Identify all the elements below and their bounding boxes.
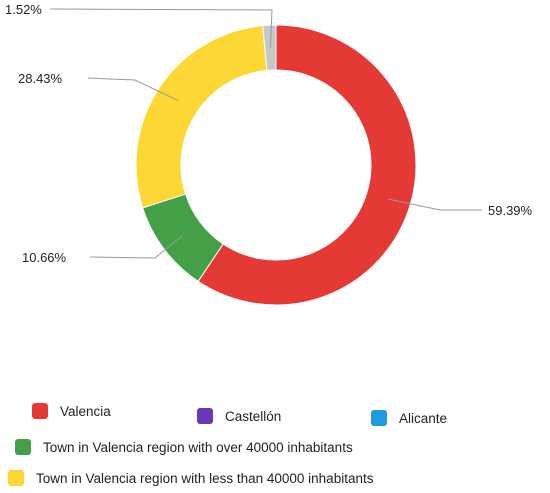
donut-slices xyxy=(135,24,417,306)
legend-label-alicante: Alicante xyxy=(399,410,448,426)
legend-item-castellon[interactable]: Castellón xyxy=(197,408,281,424)
legend-label-valencia: Valencia xyxy=(60,403,111,419)
legend-label-town-under-40000: Town in Valencia region with less than 4… xyxy=(36,470,374,486)
legend-swatch-valencia xyxy=(32,403,48,419)
data-label-10-66: 10.66% xyxy=(22,250,67,265)
leader-line-59-39 xyxy=(388,198,482,211)
leader-lines xyxy=(49,8,482,259)
legend-label-town-over-40000: Town in Valencia region with over 40000 … xyxy=(43,439,353,455)
data-label-59-39: 59.39% xyxy=(488,203,533,218)
legend-item-valencia[interactable]: Valencia xyxy=(32,403,111,419)
legend-item-town-over-40000[interactable]: Town in Valencia region with over 40000 … xyxy=(15,439,353,455)
donut-chart: 59.39% 10.66% 28.43% 1.52% xyxy=(5,2,533,306)
leader-line-10-66 xyxy=(89,235,183,259)
data-label-1-52: 1.52% xyxy=(5,2,42,17)
legend-swatch-town-under-40000 xyxy=(8,470,24,486)
slice-valencia[interactable] xyxy=(197,24,417,306)
data-label-28-43: 28.43% xyxy=(18,71,63,86)
slice-town-in-valencia-region-with-less-than-40000-inhabitants[interactable] xyxy=(135,25,268,209)
legend-label-castellon: Castellón xyxy=(225,408,282,424)
legend-item-alicante[interactable]: Alicante xyxy=(371,410,447,426)
legend-swatch-castellon xyxy=(197,408,213,424)
legend-item-town-under-40000[interactable]: Town in Valencia region with less than 4… xyxy=(8,470,373,486)
legend-swatch-alicante xyxy=(371,410,387,426)
slice-other[interactable] xyxy=(262,24,277,71)
leader-line-1-52 xyxy=(49,8,273,48)
percent-labels: 59.39% 10.66% 28.43% 1.52% xyxy=(5,2,533,265)
leader-line-28-43 xyxy=(87,77,179,101)
legend-swatch-town-over-40000 xyxy=(15,439,31,455)
